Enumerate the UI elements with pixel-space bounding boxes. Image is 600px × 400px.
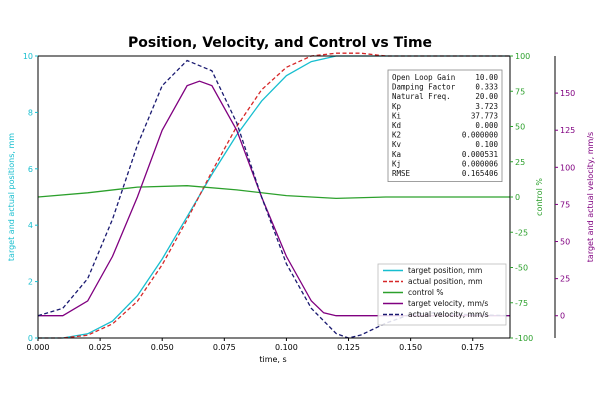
stats-value: 3.723 (475, 102, 498, 111)
stats-label: Open Loop Gain (392, 73, 455, 82)
y-left-tick-label: 2 (28, 278, 33, 287)
y-control-tick-label: 0 (515, 193, 520, 202)
axes: 0.000 0.025 0.050 0.075 0.100 0.125 0.150 0.175… (23, 52, 575, 352)
stats-value: 0.000006 (462, 159, 499, 168)
y-velocity-tick-label: 100 (560, 163, 575, 172)
series-line-3 (38, 80, 510, 317)
stats-value: 10.00 (475, 73, 498, 82)
stats-label: Kv (392, 140, 402, 149)
y-left-tick-label: 10 (23, 52, 33, 61)
y-velocity-tick-label: 125 (560, 126, 575, 135)
y-axis-left-label: target and actual positions, mm (7, 133, 16, 261)
stats-value: 0.000000 (462, 131, 499, 140)
x-tick-label: 0.150 (399, 343, 422, 352)
x-tick-label: 0.100 (275, 343, 298, 352)
legend-entry: target position, mm (408, 266, 482, 275)
legend-frame (377, 263, 507, 326)
x-tick-label: 0.075 (213, 343, 236, 352)
y-control-tick-label: 75 (515, 87, 525, 96)
stats-box: Open Loop Gain 10.00 Damping Factor 0.333 Na… (387, 69, 503, 182)
stats-label: Ki (392, 111, 401, 120)
stats-value: 20.00 (475, 92, 498, 101)
y-control-tick-label: -50 (515, 264, 528, 273)
y-control-tick-label: -25 (515, 228, 528, 237)
stats-label: Kp (392, 102, 402, 111)
stats-label: Damping Factor (392, 83, 456, 92)
x-tick-label: 0.050 (151, 343, 174, 352)
y-axis-control-label: control % (535, 178, 544, 216)
y-velocity-tick-label: 50 (560, 238, 570, 247)
y-left-tick-label: 4 (28, 221, 33, 230)
stats-label: Ka (392, 150, 401, 159)
y-velocity-tick-label: 150 (560, 89, 575, 98)
series-line-2 (37, 185, 510, 200)
y-control-tick-label: 25 (515, 158, 525, 167)
stats-label: K2 (392, 131, 401, 140)
stats-value: 0.165406 (462, 169, 499, 178)
y-control-tick-label: -100 (515, 334, 533, 343)
y-velocity-tick-label: 75 (560, 200, 570, 209)
stats-value: 0.100 (475, 140, 498, 149)
stats-label: RMSE (392, 169, 411, 178)
y-control-tick-label: -75 (515, 299, 528, 308)
stats-value: 37.773 (471, 111, 498, 120)
series-line-0 (38, 55, 510, 339)
y-axis-velocity-label: target and actual velocity, mm/s (586, 132, 595, 262)
stats-value: 0.000 (475, 121, 498, 130)
y-left-tick-label: 6 (28, 165, 33, 174)
y-velocity-tick-label: 25 (560, 275, 570, 284)
stats-label: Kd (392, 121, 401, 130)
legend-entry: target velocity, mm/s (408, 299, 488, 308)
y-control-tick-label: 100 (515, 52, 530, 61)
y-left-tick-label: 8 (28, 108, 33, 117)
x-tick-label: 0.000 (27, 343, 50, 352)
x-tick-label: 0.175 (461, 343, 484, 352)
y-left-tick-label: 0 (28, 334, 33, 343)
x-tick-label: 0.025 (89, 343, 112, 352)
y-velocity-tick-label: 0 (560, 312, 565, 321)
stats-value: 0.333 (475, 83, 498, 92)
stats-frame (387, 69, 503, 182)
legend-entry: actual position, mm (408, 277, 483, 286)
legend-entry: actual velocity, mm/s (408, 310, 489, 319)
stats-label: Kj (392, 159, 401, 168)
series-line-1 (38, 52, 510, 339)
legend-entry: control % (408, 288, 444, 297)
legend: target position, mm actual position, mm co… (377, 263, 507, 326)
stats-label: Natural Freq. (392, 92, 451, 101)
chart-title: Position, Velocity, and Control vs Time (128, 35, 432, 51)
y-control-tick-label: 50 (515, 123, 525, 132)
x-axis-label: time, s (259, 355, 286, 364)
stats-value: 0.000531 (462, 150, 498, 159)
x-tick-label: 0.125 (337, 343, 360, 352)
